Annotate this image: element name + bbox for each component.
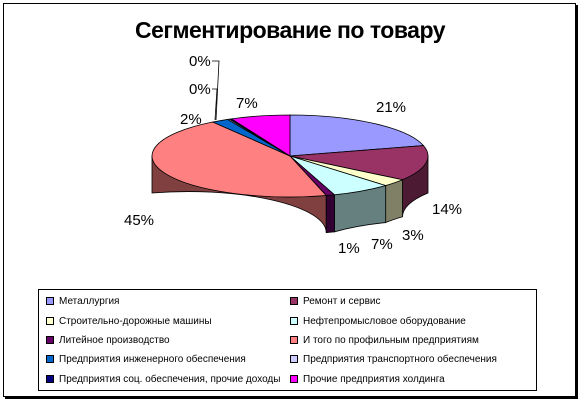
data-label-предприятия-инженерного-обеспечения: 2% — [180, 111, 202, 128]
data-label-металлургия: 21% — [376, 99, 406, 116]
pie-data-labels: 21% 14% 3% 7% 1% 45% 2% 0% 0% 7% — [124, 53, 462, 257]
data-label-предприятия-соц-обеспечения-прочие-доходы: 0% — [189, 53, 211, 70]
pie-leader-lines — [212, 60, 220, 121]
data-label-литейное-производство: 1% — [338, 240, 360, 257]
leader-line-предприятия-транспортного-обеспечения — [212, 88, 218, 121]
data-label-строительно-дорожные-машины: 3% — [402, 227, 424, 244]
pie-slice-металлургия — [289, 114, 425, 157]
legend-label: Предприятия транспортного обеспечения — [303, 353, 497, 365]
pie-side-литейное-производство — [325, 194, 335, 234]
legend-label: Строительно-дорожные машины — [59, 315, 212, 327]
chart-title: Сегментирование по товару — [134, 17, 446, 43]
legend-item-и-того-по-профильным-предприятиям: И того по профильным предприятиям — [290, 332, 479, 348]
legend-item-предприятия-транспортного-обеспечения: Предприятия транспортного обеспечения — [290, 351, 497, 367]
data-label-нефтепромысловое-оборудование: 7% — [371, 236, 393, 253]
legend-item-литейное-производство: Литейное производство — [46, 332, 170, 348]
legend-item-металлургия: Металлургия — [46, 293, 119, 309]
legend-label: Металлургия — [59, 295, 120, 307]
pie-slice-ремонт-и-сервис — [289, 145, 429, 181]
data-label-и-того-по-профильным-предприятиям: 45% — [124, 212, 154, 229]
legend-item-нефтепромысловое-оборудование: Нефтепромысловое оборудование — [290, 313, 466, 329]
legend-label: И того по профильным предприятиям — [303, 334, 479, 346]
data-label-прочие-предприятия-холдинга: 7% — [236, 95, 258, 112]
legend-swatch — [290, 336, 298, 344]
legend-swatch — [46, 336, 54, 344]
legend-item-ремонт-и-сервис: Ремонт и сервис — [290, 293, 381, 309]
legend-label: Ремонт и сервис — [303, 295, 381, 307]
legend-item-предприятия-инженерного-обеспечения: Предприятия инженерного обеспечения — [46, 351, 246, 367]
legend-item-строительно-дорожные-машины: Строительно-дорожные машины — [46, 313, 212, 329]
legend: Металлургия Ремонт и сервис Строительно-до… — [38, 289, 537, 391]
legend-label: Литейное производство — [59, 334, 170, 346]
legend-label: Нефтепромысловое оборудование — [303, 315, 466, 327]
pie-slice-и-того-по-профильным-предприятиям — [151, 121, 328, 198]
pie-side-строительно-дорожные-машины — [385, 179, 403, 224]
legend-swatch — [46, 355, 54, 363]
pie-slice-прочие-предприятия-холдинга — [230, 114, 291, 157]
legend-label: Прочие предприятия холдинга — [303, 373, 445, 385]
legend-swatch — [46, 297, 54, 305]
data-label-ремонт-и-сервис: 14% — [432, 201, 462, 218]
legend-swatch — [290, 355, 298, 363]
legend-swatch — [290, 375, 298, 383]
data-label-предприятия-транспортного-обеспечения: 0% — [189, 81, 211, 98]
legend-label: Предприятия соц. обеспечения, прочие дох… — [59, 373, 281, 385]
pie-tops — [151, 114, 429, 198]
legend-label: Предприятия инженерного обеспечения — [59, 353, 246, 365]
legend-item-предприятия-соц-обеспечения-прочие-доходы: Предприятия соц. обеспечения, прочие дох… — [46, 371, 280, 387]
leader-line-предприятия-соц-обеспечения-прочие-доходы — [212, 60, 220, 121]
legend-swatch — [290, 317, 298, 325]
legend-swatch — [46, 317, 54, 325]
legend-swatch — [290, 297, 298, 305]
pie-chart: 21% 14% 3% 7% 1% 45% 2% 0% 0% 7% — [124, 53, 462, 257]
legend-item-прочие-предприятия-холдинга: Прочие предприятия холдинга — [290, 371, 445, 387]
legend-swatch — [46, 375, 54, 383]
